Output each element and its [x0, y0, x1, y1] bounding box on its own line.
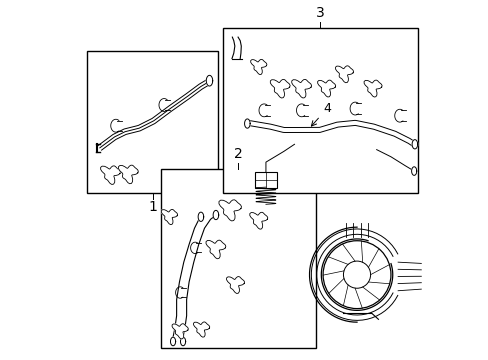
Polygon shape — [411, 140, 417, 149]
Bar — [160, 169, 315, 348]
Bar — [87, 51, 217, 193]
Polygon shape — [161, 210, 177, 225]
Polygon shape — [291, 80, 311, 98]
Polygon shape — [250, 59, 266, 75]
Circle shape — [323, 241, 390, 309]
Polygon shape — [335, 66, 353, 83]
Text: 1: 1 — [148, 201, 157, 214]
Polygon shape — [213, 210, 218, 220]
Polygon shape — [317, 80, 335, 97]
Polygon shape — [249, 212, 267, 229]
Bar — [255, 172, 276, 188]
Polygon shape — [226, 276, 244, 293]
Polygon shape — [219, 200, 241, 221]
Polygon shape — [206, 75, 212, 86]
Polygon shape — [205, 240, 225, 259]
Polygon shape — [364, 80, 381, 97]
Polygon shape — [198, 212, 203, 221]
Bar — [223, 28, 417, 193]
Polygon shape — [193, 322, 209, 337]
Polygon shape — [180, 337, 185, 346]
Polygon shape — [101, 166, 120, 184]
Polygon shape — [411, 167, 416, 175]
Polygon shape — [170, 337, 175, 346]
Polygon shape — [118, 165, 138, 184]
Text: 2: 2 — [233, 148, 242, 161]
Polygon shape — [244, 119, 250, 128]
Polygon shape — [172, 324, 188, 339]
Polygon shape — [270, 80, 289, 98]
Text: 4: 4 — [311, 102, 330, 126]
Text: 3: 3 — [315, 6, 324, 20]
Circle shape — [343, 261, 370, 288]
